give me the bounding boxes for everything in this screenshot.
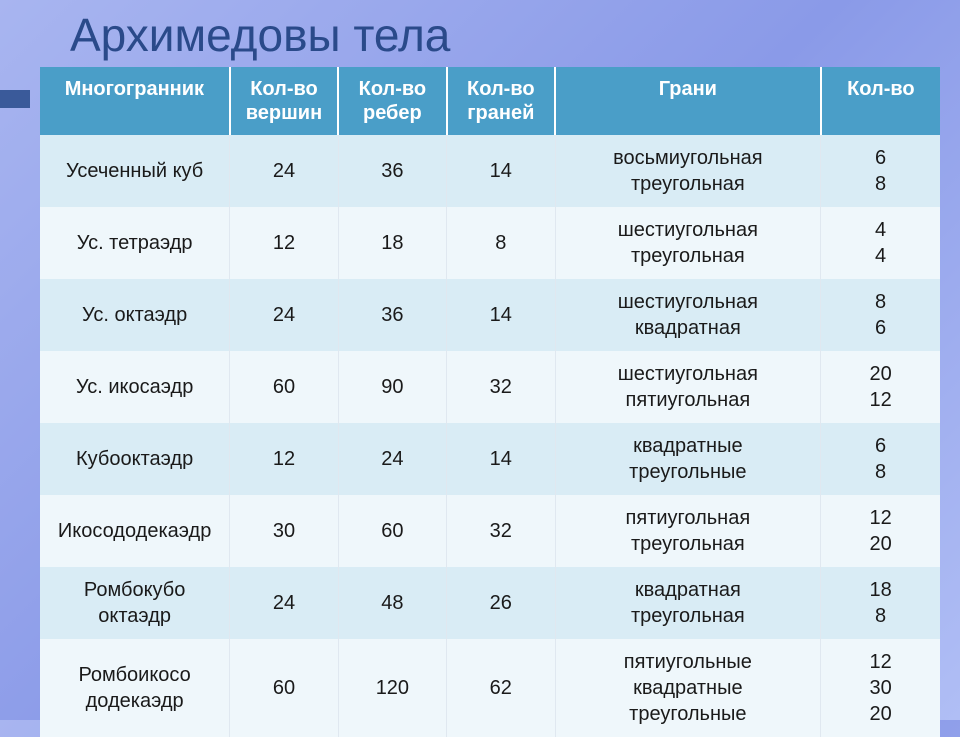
cell-name: Ромбокубо октаэдр	[40, 567, 230, 639]
cell-face-types: пятиугольная треугольная	[555, 495, 821, 567]
cell-name: Ус. икосаэдр	[40, 351, 230, 423]
archimedean-table: Многогранник Кол-во вершин Кол-во ребер …	[40, 67, 940, 737]
cell-faces: 26	[447, 567, 555, 639]
table-row: Ромбокубо октаэдр 24 48 26 квадратная тр…	[40, 567, 940, 639]
cell-name: Ус. тетраэдр	[40, 207, 230, 279]
cell-face-types: квадратная треугольная	[555, 567, 821, 639]
slide-title: Архимедовы тела	[70, 8, 940, 62]
cell-face-counts: 12 30 20	[821, 639, 940, 737]
cell-face-counts: 6 8	[821, 423, 940, 495]
header-faces: Кол-во граней	[447, 67, 555, 135]
cell-face-counts: 4 4	[821, 207, 940, 279]
header-face-counts: Кол-во	[821, 67, 940, 135]
slide: Архимедовы тела Многогранник Кол-во верш…	[0, 0, 960, 720]
cell-vertices: 24	[230, 567, 338, 639]
table-row: Икосододекаэдр 30 60 32 пятиугольная тре…	[40, 495, 940, 567]
cell-name: Ромбоикосо додекаэдр	[40, 639, 230, 737]
cell-edges: 18	[338, 207, 446, 279]
header-face-types: Грани	[555, 67, 821, 135]
table-row: Ус. тетраэдр 12 18 8 шестиугольная треуг…	[40, 207, 940, 279]
cell-face-types: шестиугольная треугольная	[555, 207, 821, 279]
cell-name: Усеченный куб	[40, 135, 230, 207]
cell-face-types: пятиугольные квадратные треугольные	[555, 639, 821, 737]
cell-vertices: 60	[230, 351, 338, 423]
header-edges: Кол-во ребер	[338, 67, 446, 135]
cell-vertices: 30	[230, 495, 338, 567]
cell-vertices: 24	[230, 279, 338, 351]
cell-vertices: 12	[230, 423, 338, 495]
cell-face-counts: 18 8	[821, 567, 940, 639]
cell-face-types: квадратные треугольные	[555, 423, 821, 495]
table-row: Кубооктаэдр 12 24 14 квадратные треуголь…	[40, 423, 940, 495]
table-row: Усеченный куб 24 36 14 восьмиугольная тр…	[40, 135, 940, 207]
cell-edges: 90	[338, 351, 446, 423]
cell-faces: 14	[447, 135, 555, 207]
cell-faces: 14	[447, 279, 555, 351]
cell-face-counts: 12 20	[821, 495, 940, 567]
cell-edges: 48	[338, 567, 446, 639]
cell-vertices: 24	[230, 135, 338, 207]
cell-vertices: 60	[230, 639, 338, 737]
cell-faces: 32	[447, 495, 555, 567]
cell-face-counts: 6 8	[821, 135, 940, 207]
table-row: Ус. октаэдр 24 36 14 шестиугольная квадр…	[40, 279, 940, 351]
table-row: Ус. икосаэдр 60 90 32 шестиугольная пяти…	[40, 351, 940, 423]
cell-face-counts: 8 6	[821, 279, 940, 351]
cell-faces: 14	[447, 423, 555, 495]
cell-faces: 62	[447, 639, 555, 737]
cell-edges: 36	[338, 279, 446, 351]
table-row: Ромбоикосо додекаэдр 60 120 62 пятиуголь…	[40, 639, 940, 737]
cell-edges: 36	[338, 135, 446, 207]
cell-name: Ус. октаэдр	[40, 279, 230, 351]
cell-face-types: шестиугольная квадратная	[555, 279, 821, 351]
cell-vertices: 12	[230, 207, 338, 279]
header-polyhedron: Многогранник	[40, 67, 230, 135]
cell-edges: 24	[338, 423, 446, 495]
decor-bar	[0, 90, 30, 108]
cell-edges: 120	[338, 639, 446, 737]
cell-face-counts: 20 12	[821, 351, 940, 423]
cell-faces: 8	[447, 207, 555, 279]
cell-faces: 32	[447, 351, 555, 423]
cell-name: Икосододекаэдр	[40, 495, 230, 567]
cell-edges: 60	[338, 495, 446, 567]
cell-name: Кубооктаэдр	[40, 423, 230, 495]
cell-face-types: восьмиугольная треугольная	[555, 135, 821, 207]
cell-face-types: шестиугольная пятиугольная	[555, 351, 821, 423]
header-vertices: Кол-во вершин	[230, 67, 338, 135]
table-body: Усеченный куб 24 36 14 восьмиугольная тр…	[40, 135, 940, 737]
table-header-row: Многогранник Кол-во вершин Кол-во ребер …	[40, 67, 940, 135]
